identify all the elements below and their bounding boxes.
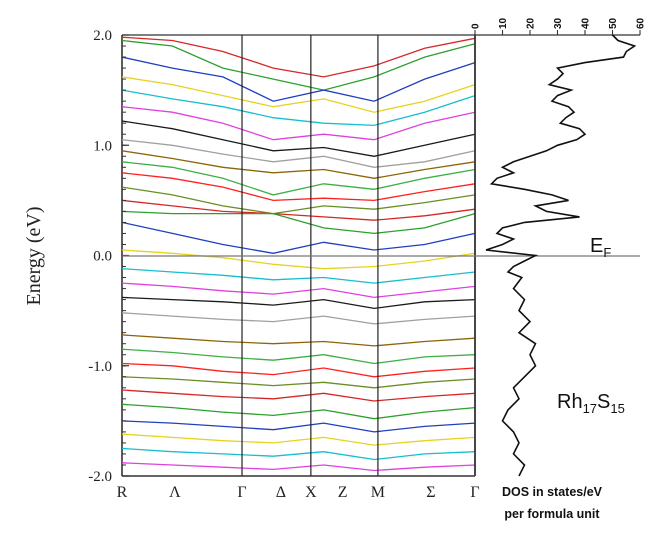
k-point-label: Δ: [276, 484, 286, 501]
band-line: [121, 282, 476, 299]
k-point-label: R: [117, 484, 128, 501]
band-line: [121, 447, 476, 461]
k-point-label: Λ: [169, 484, 181, 501]
energy-tick-label: 1.0: [93, 138, 112, 154]
k-point-label: Γ: [470, 484, 479, 501]
band-line: [121, 433, 476, 446]
energy-axis-label: Energy (eV): [23, 206, 45, 305]
fermi-level-label: EF: [590, 235, 611, 260]
band-line: [121, 56, 476, 102]
band-line: [121, 210, 476, 235]
k-point-label: Γ: [237, 484, 246, 501]
band-line: [121, 89, 476, 127]
band-line: [121, 139, 476, 168]
band-line: [121, 161, 476, 196]
band-line: [121, 420, 476, 433]
energy-tick-label: 0.0: [93, 249, 112, 265]
dos-tick-label: 60: [636, 17, 647, 29]
band-line: [121, 199, 476, 221]
dos-tick-label: 20: [526, 17, 537, 29]
band-line: [121, 76, 476, 113]
band-line: [121, 462, 476, 472]
fermi-level-label-main: E: [590, 235, 603, 257]
band-line: [121, 312, 476, 325]
dos-tick-label: 50: [608, 17, 619, 29]
band-line: [121, 106, 476, 141]
dos-panel: 0 10 20 30 40 50 60 EF Rh17S15 DOS in states/e…: [122, 17, 647, 521]
dos-tick-label: 40: [581, 17, 592, 29]
energy-tick-label: -1.0: [88, 359, 112, 375]
k-point-label: M: [371, 484, 385, 501]
energy-axis-ticks: -2.0 -1.0 0.0 1.0 2.0: [88, 28, 129, 485]
dos-tick-label: 0: [471, 23, 482, 29]
fermi-level-label-sub: F: [603, 245, 611, 260]
band-lines: [121, 36, 476, 472]
band-line: [121, 186, 476, 215]
compound-label-part-2: S: [597, 391, 610, 413]
compound-label-part-1: Rh: [557, 391, 583, 413]
band-structure-panel: -2.0 -1.0 0.0 1.0 2.0 R Λ Γ Δ X Z M Σ Γ Energy (eV): [23, 28, 480, 501]
band-line: [121, 389, 476, 402]
dos-axis-label-line-2: per formula unit: [504, 507, 600, 521]
band-line: [121, 249, 476, 270]
band-line: [121, 334, 476, 347]
band-line: [121, 362, 476, 378]
band-line: [121, 268, 476, 284]
band-line: [121, 120, 476, 157]
k-point-label: X: [305, 484, 317, 501]
dos-curve: [485, 34, 637, 477]
dos-axis-label-line-1: DOS in states/eV: [502, 485, 603, 499]
dos-tick-label: 10: [498, 17, 509, 29]
compound-label-sub-1: 17: [583, 401, 597, 416]
band-line: [121, 172, 476, 202]
band-line: [121, 348, 476, 365]
band-line: [121, 296, 476, 310]
k-point-label: Z: [338, 484, 348, 501]
compound-label: Rh17S15: [557, 391, 625, 416]
k-point-label: Σ: [426, 484, 435, 501]
dos-tick-label: 30: [553, 17, 564, 29]
energy-tick-label: 2.0: [93, 28, 112, 44]
band-line: [121, 221, 476, 254]
band-line: [121, 36, 476, 78]
compound-label-sub-2: 15: [610, 401, 624, 416]
band-line: [121, 403, 476, 420]
band-line: [121, 39, 476, 91]
dos-axis-ticks: 0 10 20 30 40 50 60: [471, 17, 647, 35]
band-line: [121, 150, 476, 179]
band-line: [121, 376, 476, 389]
energy-tick-label: -2.0: [88, 469, 112, 485]
